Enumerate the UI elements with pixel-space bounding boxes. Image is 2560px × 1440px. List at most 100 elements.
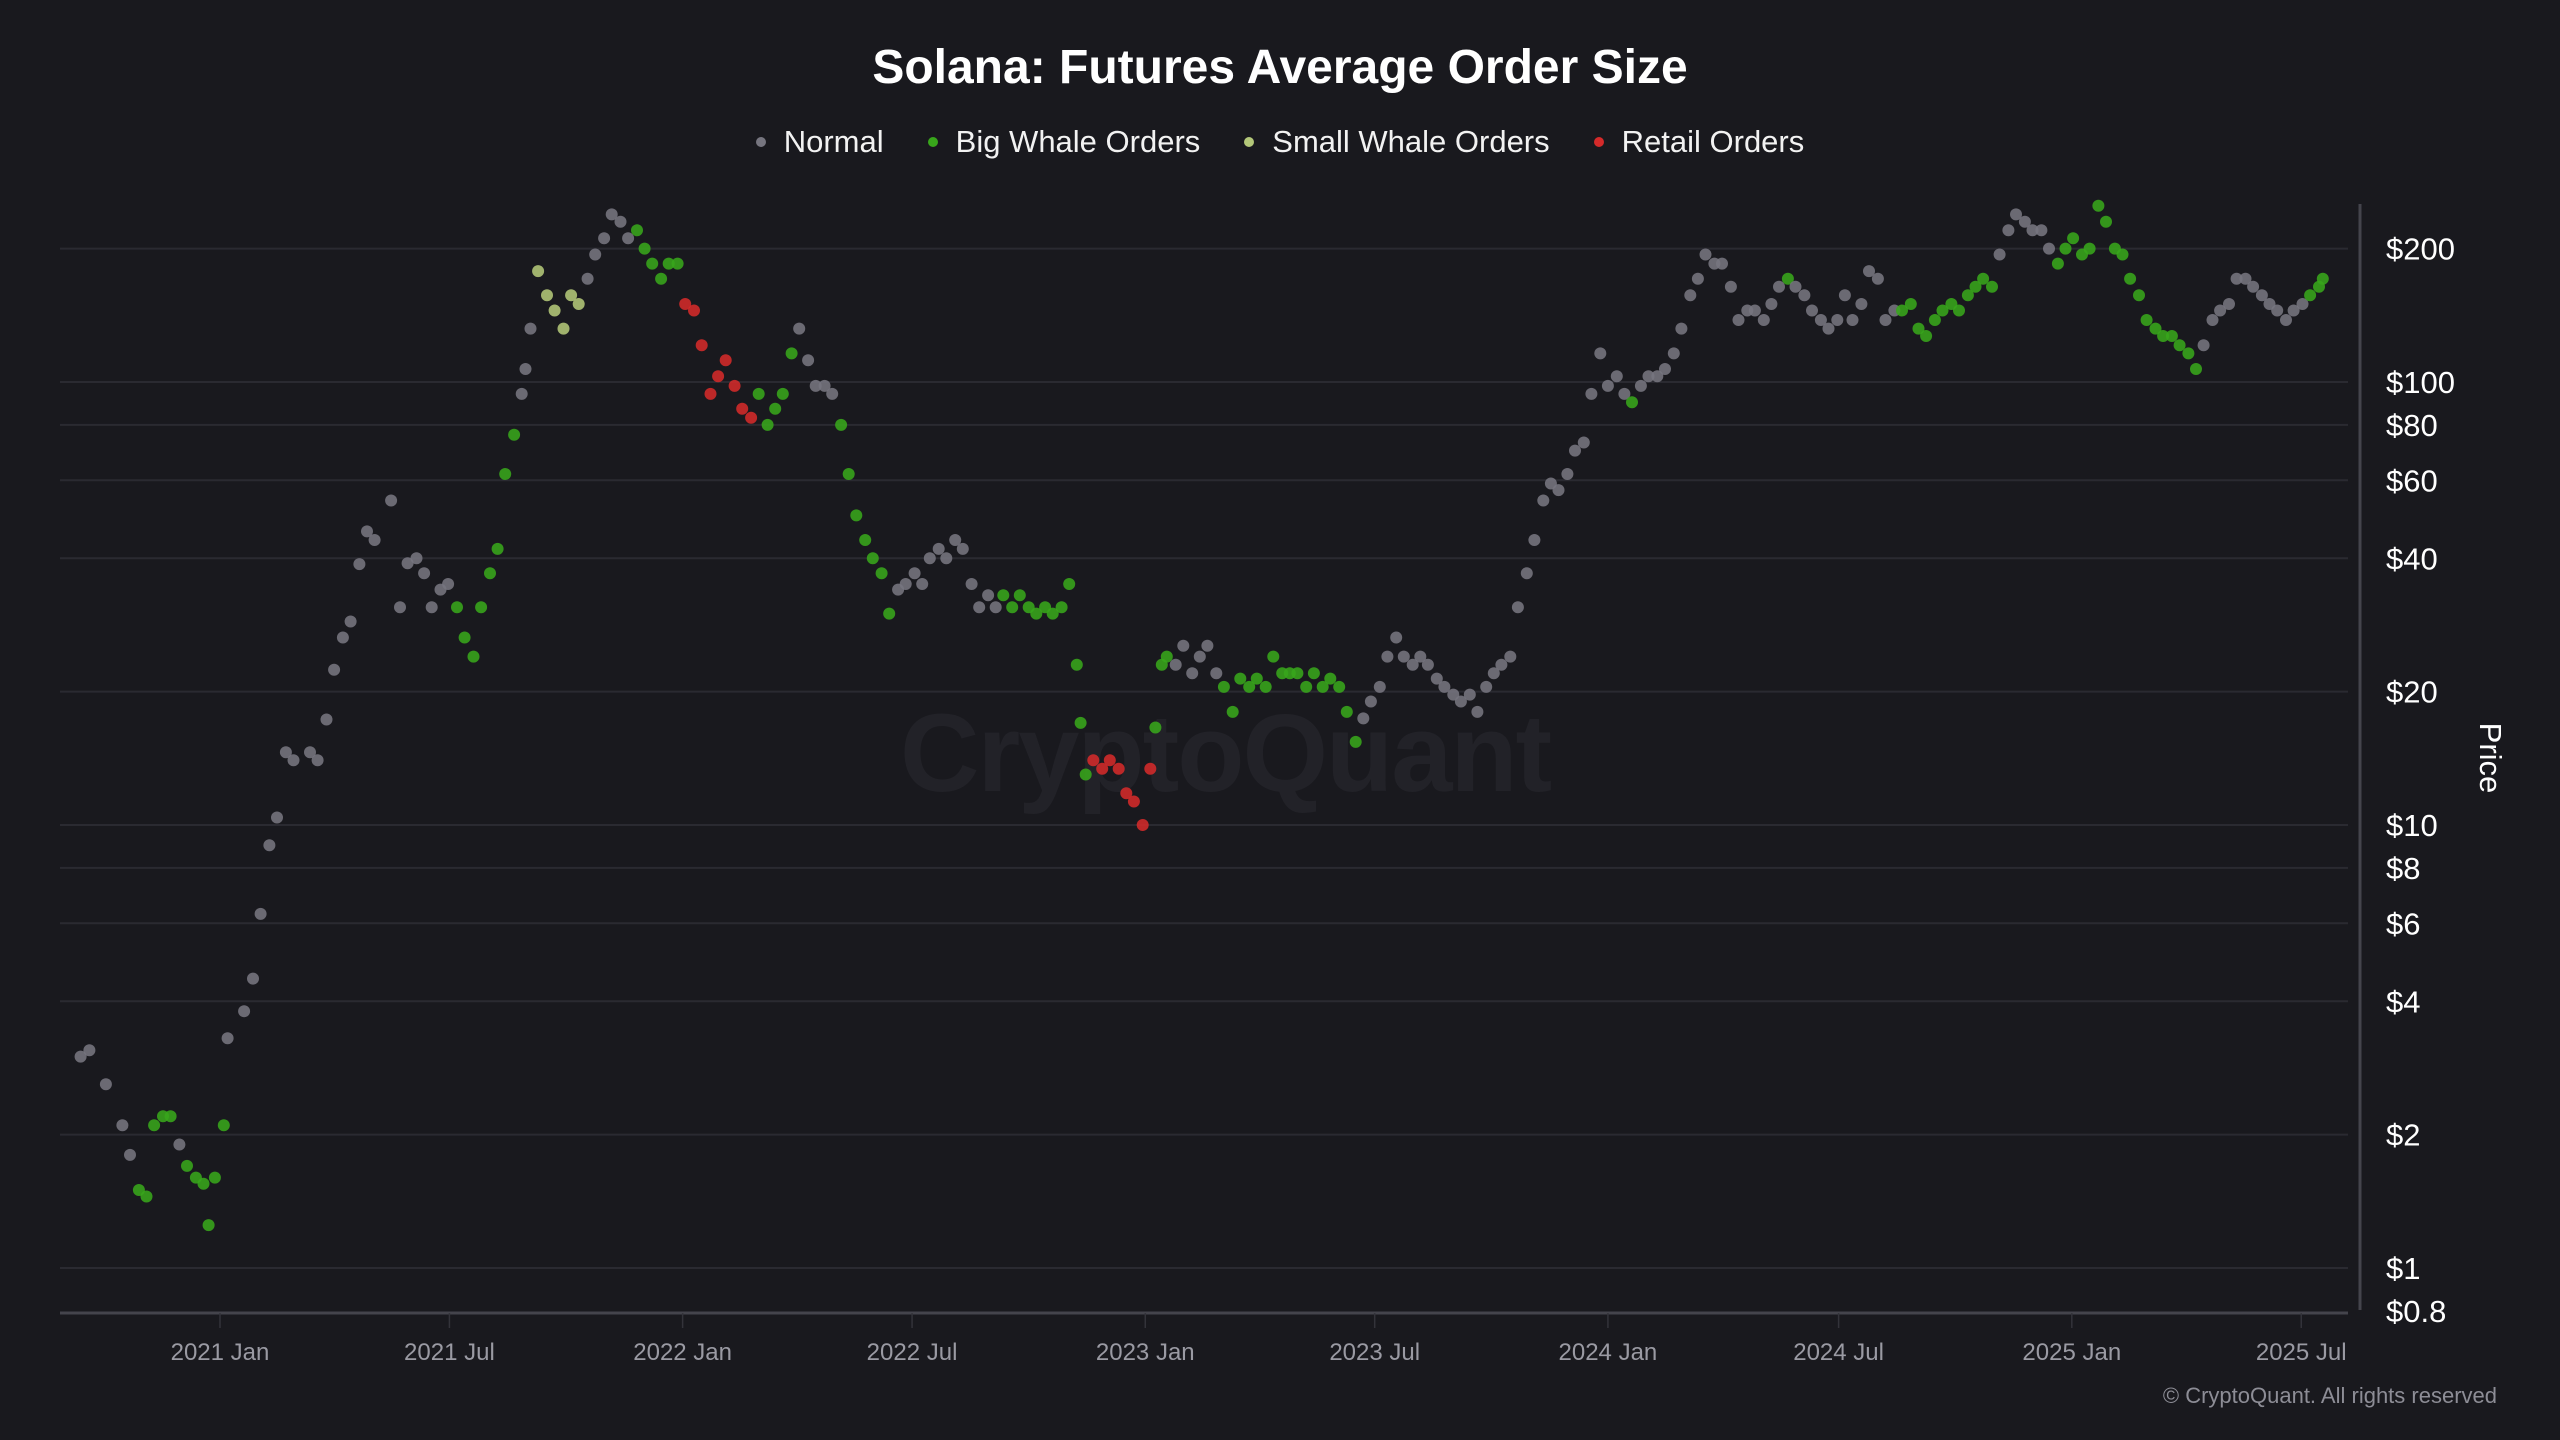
data-point: [1822, 322, 1835, 335]
data-point: [1577, 436, 1590, 449]
data-point: [2230, 272, 2243, 285]
data-point: [2059, 242, 2072, 255]
data-point: [1716, 257, 1728, 270]
data-point: [1846, 314, 1859, 326]
data-point: [989, 601, 1002, 614]
data-point: [1373, 680, 1386, 693]
data-point: [1798, 289, 1811, 302]
data-point: [1149, 721, 1162, 734]
data-point: [491, 542, 504, 555]
data-point: [932, 542, 945, 555]
data-point: [1333, 680, 1346, 693]
data-point: [451, 601, 463, 614]
data-point: [1495, 658, 1508, 671]
y-axis-labels: $200 $100 $80 $60 $40 $20 $10 $8 $6 $4 $2 $1 $0.8: [2386, 232, 2455, 1329]
data-point: [589, 248, 602, 261]
data-point: [1691, 272, 1704, 285]
data-point: [818, 379, 831, 392]
data-point: [1520, 567, 1533, 580]
data-point: [1610, 370, 1623, 383]
data-point: [1291, 667, 1304, 680]
data-point: [826, 387, 839, 400]
data-point: [320, 713, 333, 726]
data-point: [1896, 304, 1908, 317]
watermark-logo: CryptoQuant: [900, 692, 1552, 815]
axes: [60, 204, 2362, 1328]
data-point: [671, 257, 684, 270]
data-point: [1414, 650, 1427, 663]
data-point: [336, 631, 349, 644]
data-point: [2182, 347, 2195, 360]
data-points: [74, 199, 2329, 1232]
data-point: [197, 1177, 210, 1190]
data-point: [148, 1119, 161, 1132]
x-tick-label: 2025 Jan: [2022, 1339, 2121, 1366]
data-point: [719, 354, 732, 367]
data-point: [475, 601, 488, 614]
data-point: [908, 567, 921, 580]
data-point: [2010, 208, 2022, 221]
x-axis-labels: 2021 Jan 2021 Jul 2022 Jan 2022 Jul 2023 Jan…: [171, 1339, 2347, 1366]
data-point: [1724, 280, 1737, 293]
data-point: [1079, 768, 1092, 781]
legend-item-big-whale[interactable]: Big Whale Orders: [927, 124, 1200, 160]
legend-item-normal[interactable]: Normal: [755, 124, 884, 160]
data-point: [752, 387, 765, 400]
data-point: [1684, 289, 1697, 302]
data-point: [916, 578, 929, 590]
data-point: [1993, 248, 2006, 261]
data-point: [1814, 314, 1827, 326]
data-point: [1528, 534, 1541, 546]
data-point: [982, 589, 995, 602]
data-point: [385, 494, 398, 507]
data-point: [1594, 347, 1607, 360]
data-point: [238, 1005, 251, 1018]
data-point: [2304, 289, 2317, 302]
data-point: [442, 578, 455, 590]
data-point: [1259, 680, 1272, 693]
y-tick-label: $6: [2386, 906, 2420, 941]
data-point: [1397, 650, 1410, 663]
data-point: [2133, 289, 2145, 302]
y-tick-label: $0.8: [2386, 1294, 2446, 1329]
data-point: [1267, 650, 1280, 663]
data-point: [173, 1138, 186, 1151]
legend-dot-icon: [1593, 137, 1604, 147]
legend-item-small-whale[interactable]: Small Whale Orders: [1244, 124, 1550, 160]
data-point: [662, 257, 675, 270]
data-point: [217, 1119, 230, 1132]
data-point: [761, 418, 774, 431]
data-point: [1659, 363, 1671, 375]
data-point: [2173, 339, 2186, 352]
x-tick-label: 2024 Jul: [1793, 1339, 1884, 1366]
legend-item-retail[interactable]: Retail Orders: [1593, 124, 1805, 160]
data-point: [1006, 601, 1019, 614]
data-point: [2271, 304, 2284, 317]
data-point: [124, 1148, 136, 1161]
data-point: [557, 322, 570, 335]
y-tick-label: $4: [2386, 984, 2420, 1019]
data-point: [1234, 672, 1247, 685]
y-tick-label: $40: [2386, 541, 2438, 576]
data-point: [2026, 224, 2039, 237]
legend-dot-icon: [927, 137, 938, 147]
data-point: [1438, 680, 1451, 693]
data-point: [1364, 695, 1377, 708]
data-point: [394, 601, 406, 614]
data-point: [940, 552, 953, 565]
data-point: [353, 558, 366, 571]
data-point: [1243, 680, 1256, 693]
data-point: [83, 1044, 96, 1057]
data-point: [1120, 787, 1133, 800]
data-point: [484, 567, 496, 580]
data-point: [1136, 819, 1149, 831]
data-point: [1381, 650, 1394, 663]
data-point: [1986, 280, 1998, 293]
data-point: [208, 1171, 221, 1184]
data-point: [1651, 370, 1664, 383]
data-point: [410, 552, 423, 565]
data-point: [2100, 215, 2112, 228]
legend-label: Retail Orders: [1621, 124, 1805, 159]
data-point: [2092, 199, 2105, 212]
data-point: [622, 232, 635, 245]
